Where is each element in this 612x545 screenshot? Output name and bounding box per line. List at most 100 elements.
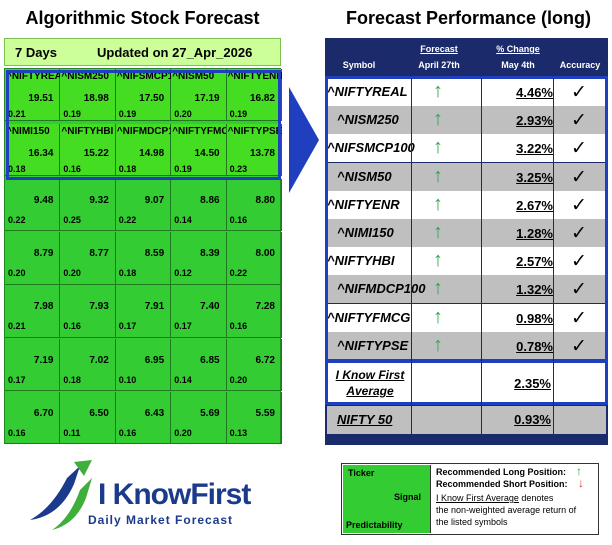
cell-symbol: ^NIFTYFMCG	[172, 126, 227, 137]
cell-signal: 7.91	[144, 301, 165, 313]
row-symbol: ^NIFTYPSE	[337, 337, 409, 353]
cell-predictability: 0.22	[8, 215, 26, 225]
cell-predictability: 0.19	[229, 109, 248, 119]
cell-symbol: ^NISM50	[172, 71, 215, 82]
forecast-cell: 5.69 0.20	[171, 391, 227, 445]
legend-short: Recommended Short Position:	[436, 479, 568, 489]
cell-predictability: 0.12	[174, 268, 192, 279]
average-label: I Know First Average	[335, 367, 405, 399]
cell-signal: 15.22	[83, 148, 109, 159]
legend-average-note: I Know First Average denotes	[436, 493, 553, 503]
check-icon: ✓	[571, 166, 587, 188]
forecast-cell: 7.02 0.18	[60, 338, 116, 391]
legend-signal: Signal	[394, 492, 422, 502]
cell-signal: 6.70	[33, 407, 54, 419]
right-arrow-icon	[289, 87, 319, 193]
forecast-cell: 6.72 0.20	[226, 338, 282, 391]
legend-ticker: Ticker	[348, 468, 375, 478]
cell-predictability: 0.16	[229, 321, 248, 332]
cell-predictability: 0.22	[229, 268, 248, 279]
legend-predictability: Predictability	[346, 520, 403, 530]
check-icon: ✓	[571, 251, 587, 273]
performance-row: ^NIFTYPSE ↑ 0.78% ✓	[327, 331, 606, 360]
legend-box: Ticker Signal Predictability Recommended…	[341, 463, 599, 535]
cell-signal: 8.80	[255, 195, 275, 206]
cell-signal: 8.86	[200, 195, 220, 206]
cell-signal: 17.50	[139, 93, 165, 104]
forecast-cell: 6.70 0.16	[5, 391, 61, 445]
cell-signal: 7.40	[200, 301, 220, 313]
forecast-cell: 7.91 0.17	[115, 285, 172, 338]
cell-symbol: ^NIFTYREAL	[6, 71, 60, 82]
row-change: 0.98%	[516, 310, 553, 326]
forecast-cell: 9.07 0.22	[115, 179, 172, 232]
forecast-cell: 9.32 0.25	[60, 179, 116, 232]
header-symbol: Symbol	[342, 60, 376, 70]
cell-signal: 8.79	[33, 248, 54, 260]
left-panel-title: Algorithmic Stock Forecast	[25, 8, 260, 28]
cell-signal: 8.39	[200, 248, 220, 260]
cell-predictability: 0.14	[174, 374, 192, 385]
row-change: 2.67%	[516, 197, 553, 213]
benchmark-value: 0.93%	[514, 412, 551, 427]
legend-average-note-suffix: denotes	[518, 493, 554, 503]
average-label-line2: Average	[346, 384, 394, 398]
cell-predictability: 0.16	[229, 215, 248, 225]
cell-signal: 7.28	[255, 301, 275, 313]
row-symbol: ^NIMI150	[337, 225, 394, 240]
performance-row: ^NIFSMCP100 ↑ 3.22% ✓	[327, 134, 606, 163]
up-arrow-icon: ↑	[433, 277, 443, 300]
cell-signal: 6.72	[255, 354, 275, 366]
check-icon: ✓	[571, 223, 587, 244]
benchmark-label: NIFTY 50	[337, 412, 393, 427]
logo-name: I KnowFirst	[98, 478, 251, 511]
cell-predictability: 0.20	[63, 268, 81, 279]
forecast-cell: 7.19 0.17	[5, 338, 61, 391]
check-icon: ✓	[571, 110, 587, 132]
cell-predictability: 0.14	[174, 215, 192, 225]
header-change-date: May 4th	[501, 60, 535, 70]
row-symbol: ^NISM250	[337, 112, 399, 128]
forecast-cell: 7.40 0.17	[171, 285, 227, 338]
cell-symbol: ^NIFTYPSE	[227, 126, 282, 137]
forecast-cell: 8.79 0.20	[5, 232, 61, 285]
cell-signal: 8.77	[89, 248, 109, 260]
performance-row: ^NISM50 ↑ 3.25% ✓	[327, 162, 606, 191]
header-forecast: Forecast	[420, 44, 458, 54]
row-symbol: ^NIFMDCP100	[337, 281, 426, 297]
check-icon: ✓	[571, 335, 587, 357]
average-value: 2.35%	[514, 376, 551, 391]
forecast-cell: 6.95 0.10	[115, 338, 172, 391]
cell-predictability: 0.17	[174, 321, 192, 332]
row-change: 3.25%	[516, 169, 553, 185]
row-change: 2.57%	[516, 254, 553, 270]
cell-signal: 5.69	[200, 407, 220, 419]
header-forecast-date: April 27th	[418, 60, 460, 70]
row-change: 0.78%	[516, 338, 553, 354]
forecast-cell: ^NIMI150 16.34 0.18	[5, 124, 61, 176]
cell-signal: 6.95	[144, 354, 165, 366]
cell-predictability: 0.18	[118, 268, 137, 279]
up-arrow-icon: ↑	[433, 164, 443, 187]
cell-predictability: 0.20	[174, 427, 192, 438]
forecast-cell: ^NIFTYPSE 13.78 0.23	[226, 124, 282, 176]
check-icon: ✓	[571, 194, 587, 216]
cell-predictability: 0.20	[8, 268, 26, 279]
row-symbol: ^NIFTYREAL	[327, 84, 408, 99]
forecast-cell: 6.85 0.14	[171, 338, 227, 391]
row-symbol: ^NIFTYFMCG	[327, 309, 411, 325]
cell-signal: 7.02	[89, 354, 109, 366]
forecast-cell: 8.80 0.16	[226, 179, 282, 232]
performance-row: ^NIFTYHBI ↑ 2.57% ✓	[327, 247, 606, 276]
cell-signal: 7.98	[33, 301, 54, 313]
cell-signal: 9.32	[89, 195, 109, 206]
cell-symbol: ^NISM250	[61, 71, 109, 82]
row-symbol: ^NIFSMCP100	[327, 140, 415, 156]
forecast-cell: 8.00 0.22	[226, 232, 282, 285]
cell-predictability: 0.19	[118, 109, 137, 119]
performance-row: ^NIFTYENR ↑ 2.67% ✓	[327, 190, 606, 219]
cell-predictability: 0.19	[174, 164, 192, 174]
cell-signal: 8.59	[144, 248, 165, 260]
average-label-line1: I Know First	[335, 368, 405, 382]
up-arrow-icon: ↑	[433, 136, 443, 159]
